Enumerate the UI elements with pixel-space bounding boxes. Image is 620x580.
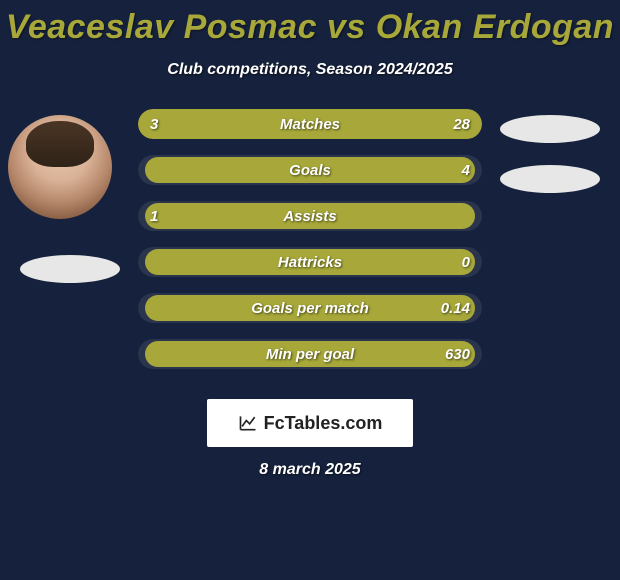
stat-bar: 0Hattricks: [138, 247, 482, 277]
stat-bar: 4Goals: [138, 155, 482, 185]
player-left-avatar: [8, 115, 112, 219]
stat-bar: 0.14Goals per match: [138, 293, 482, 323]
team-badge-right-2: [500, 165, 600, 193]
subtitle: Club competitions, Season 2024/2025: [0, 61, 620, 79]
stat-bar: 630Min per goal: [138, 339, 482, 369]
team-badge-right-1: [500, 115, 600, 143]
team-badge-left: [20, 255, 120, 283]
brand-text: FcTables.com: [264, 413, 383, 434]
stat-bar-bg: [138, 109, 482, 139]
stat-bar: 328Matches: [138, 109, 482, 139]
stat-bar: 1Assists: [138, 201, 482, 231]
stat-bar-fill: [145, 203, 475, 229]
stat-bar-fill: [145, 157, 475, 183]
stat-bar-fill: [145, 341, 475, 367]
brand-badge: FcTables.com: [207, 399, 413, 447]
stat-bar-fill: [145, 249, 475, 275]
stat-bars: 328Matches 4Goals 1Assists 0Hattricks 0.14Go…: [138, 109, 482, 385]
date-label: 8 march 2025: [0, 461, 620, 479]
comparison-area: 328Matches 4Goals 1Assists 0Hattricks 0.14Go…: [0, 109, 620, 389]
stat-bar-fill: [145, 295, 475, 321]
page-title: Veaceslav Posmac vs Okan Erdogan: [0, 0, 620, 47]
chart-icon: [238, 413, 258, 433]
